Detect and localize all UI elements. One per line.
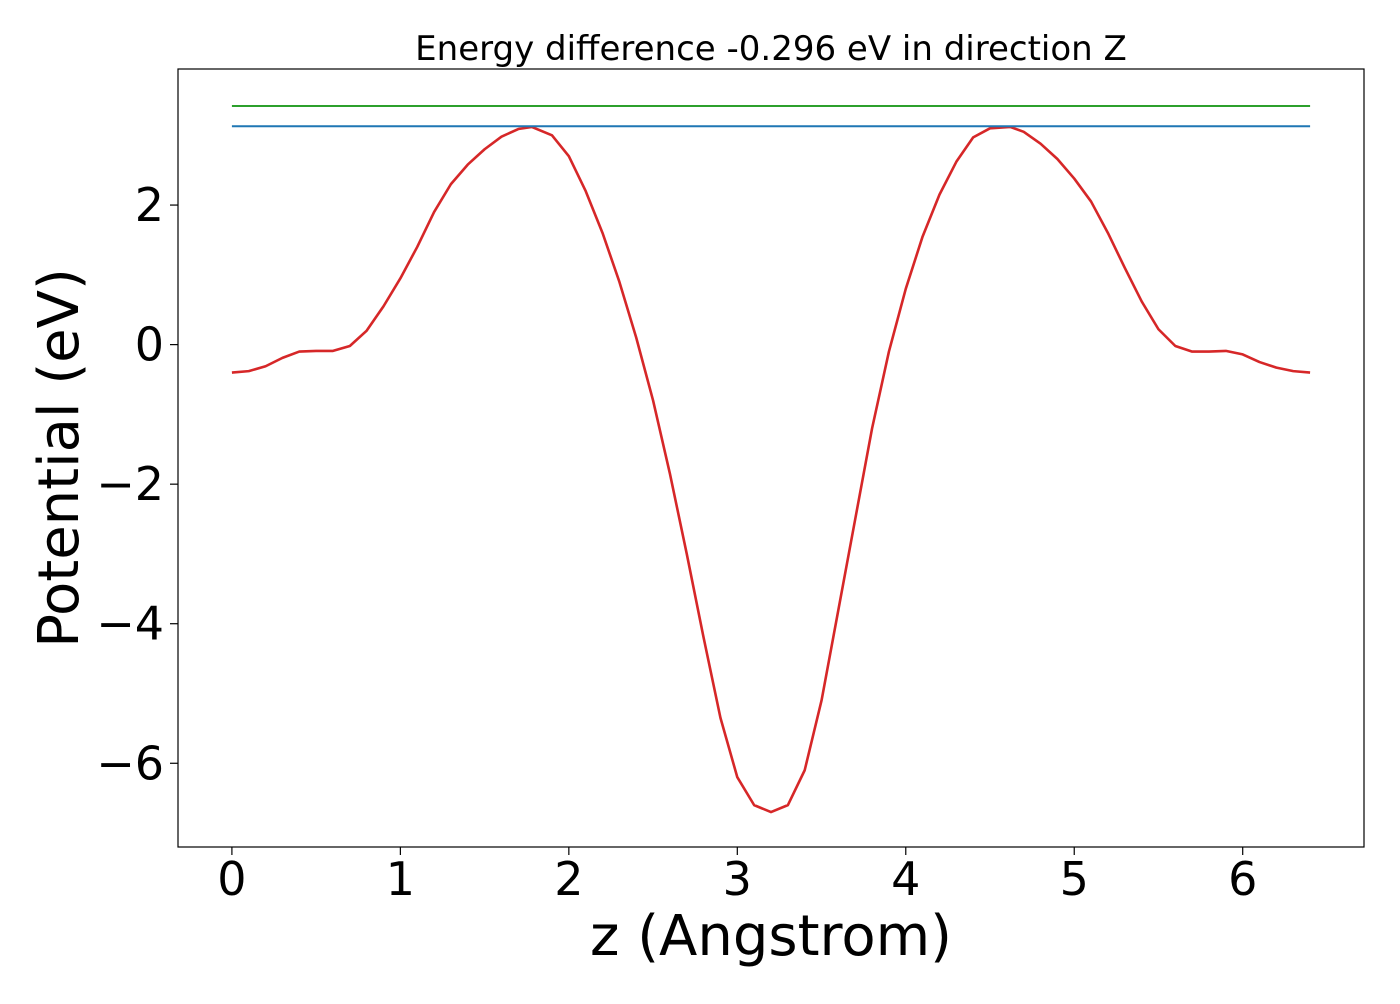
axis-ticks: 0 1 2 3 4 5 6 −6 −4 −2 0 2 [96, 178, 1257, 906]
x-tick-label: 0 [217, 852, 246, 906]
x-tick-label: 1 [386, 852, 415, 906]
x-tick-label: 4 [891, 852, 920, 906]
y-tick-label: −6 [96, 736, 164, 790]
x-tick-label: 6 [1228, 852, 1257, 906]
axes-frame [177, 68, 1365, 848]
y-tick-label: −2 [96, 457, 164, 511]
series-line-0 [231, 125, 1311, 814]
y-tick-label: 0 [135, 318, 164, 372]
x-tick-label: 5 [1060, 852, 1089, 906]
y-tick-label: −4 [96, 597, 164, 651]
y-tick-label: 2 [135, 178, 164, 232]
x-axis-label: z (Angstrom) [590, 904, 952, 969]
y-axis-label: Potential (eV) [27, 268, 92, 648]
chart-title: Energy difference -0.296 eV in direction… [415, 29, 1127, 69]
x-tick-label: 2 [554, 852, 583, 906]
plot-area [231, 104, 1311, 814]
x-tick-label: 3 [723, 852, 752, 906]
